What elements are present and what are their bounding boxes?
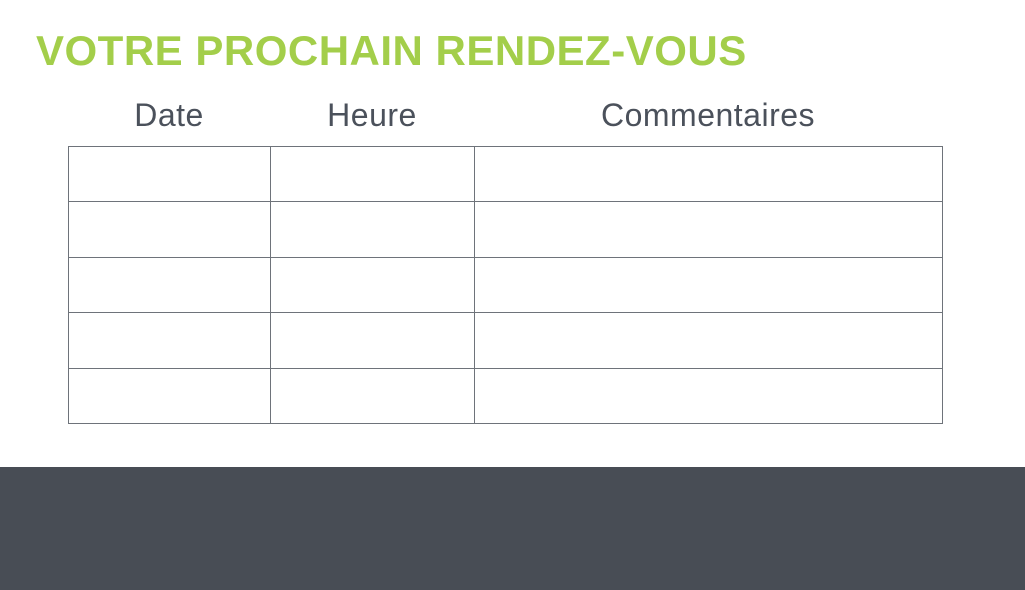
table-cell-commentaires [474, 201, 943, 258]
footer-band [0, 467, 1025, 590]
table-cell-date [68, 145, 271, 203]
table-cell-heure [270, 145, 475, 203]
table-cell-date [68, 367, 271, 425]
table-cell-commentaires [474, 367, 943, 425]
table-cell-date [68, 312, 271, 369]
table-cell-commentaires [474, 256, 943, 314]
column-header-commentaires: Commentaires [600, 97, 816, 133]
table-cell-commentaires [474, 145, 943, 203]
table-cell-heure [270, 312, 475, 369]
appointments-table-body [68, 145, 943, 425]
table-cell-date [68, 256, 271, 314]
table-cell-heure [270, 201, 475, 258]
table-cell-heure [270, 256, 475, 314]
table-row [68, 367, 943, 425]
table-row [68, 256, 943, 314]
page-title: VOTRE PROCHAIN RENDEZ-VOUS [36, 27, 747, 74]
table-cell-commentaires [474, 312, 943, 369]
table-row [68, 312, 943, 369]
table-row [68, 145, 943, 203]
column-header-date: Date [134, 97, 204, 133]
column-header-heure: Heure [327, 97, 417, 133]
table-column-headers: Date Heure Commentaires [68, 97, 942, 134]
table-cell-heure [270, 367, 475, 425]
table-cell-date [68, 201, 271, 258]
table-row [68, 201, 943, 258]
appointments-table [68, 145, 943, 425]
